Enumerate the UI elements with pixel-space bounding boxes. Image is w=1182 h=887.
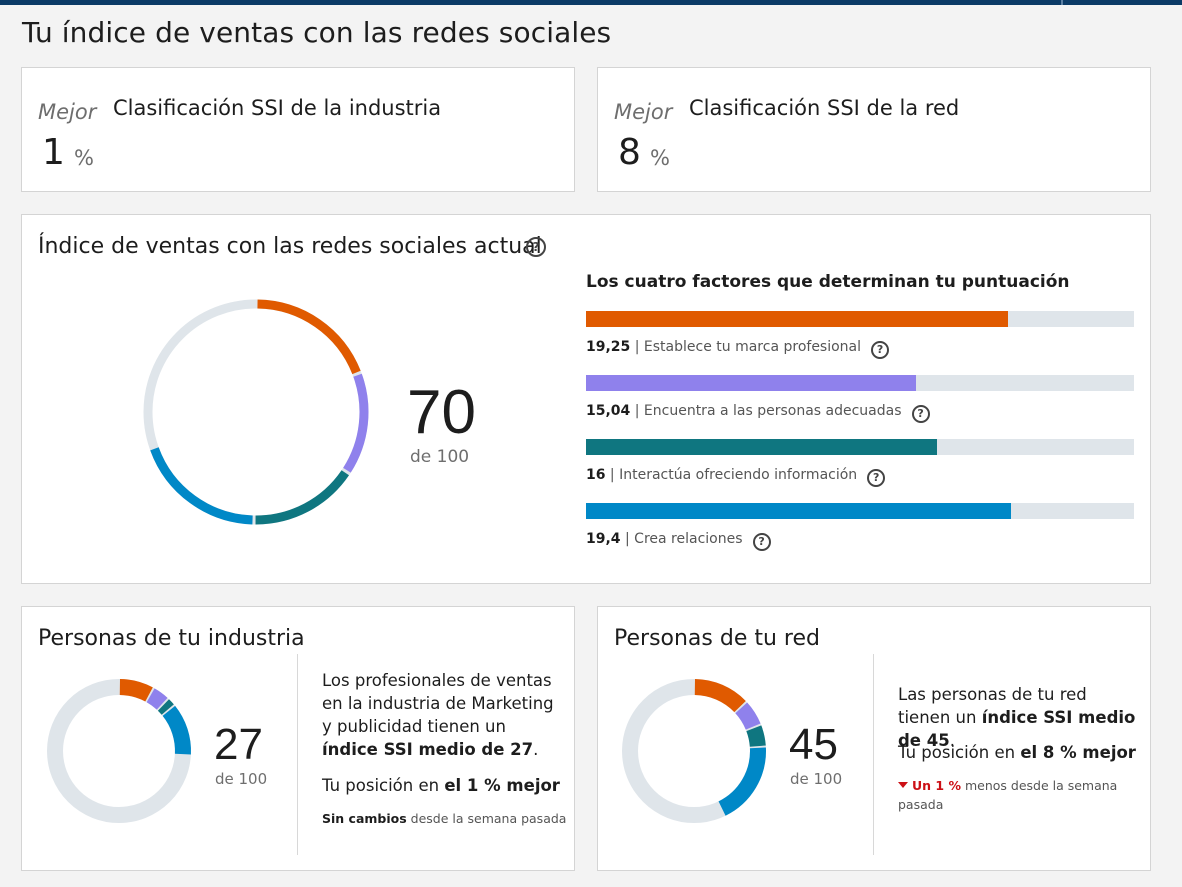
main-score-value: 70 <box>407 378 476 447</box>
network-peers-position: Tu posición en el 8 % mejor <box>898 741 1143 764</box>
network-change-rest: menos desde la semana pasada <box>898 778 1118 812</box>
factor-value-2: 15,04 <box>586 403 631 419</box>
page-title: Tu índice de ventas con las redes social… <box>22 16 612 49</box>
network-ring-segment-1 <box>694 679 746 713</box>
network-position-text-b: el 8 % mejor <box>1020 743 1136 762</box>
factor-bar-1 <box>586 311 1008 327</box>
industry-ring-segment-1 <box>119 679 153 702</box>
industry-peers-change: Sin cambios desde la semana pasada <box>322 809 567 828</box>
factor-separator: | <box>620 531 635 547</box>
industry-peers-score: 27 <box>214 720 263 769</box>
main-ring-segment-1 <box>257 299 361 375</box>
current-ssi-card <box>21 214 1151 584</box>
network-peers-out-of: de 100 <box>790 770 843 788</box>
factor-bar-track-3 <box>586 439 1134 455</box>
current-ssi-help-icon[interactable]: ? <box>526 237 546 257</box>
industry-peers-position: Tu posición en el 1 % mejor <box>322 774 562 797</box>
network-rank-mejor: Mejor <box>614 100 673 124</box>
main-score-ring <box>143 299 369 525</box>
factor-bar-track-2 <box>586 375 1134 391</box>
main-ring-segment-2 <box>343 373 369 473</box>
factor-help-icon-4[interactable]: ? <box>752 533 771 551</box>
network-ring-segment-2 <box>735 702 761 730</box>
network-peers-description: Las personas de tu red tienen un índice … <box>898 683 1143 752</box>
factors-title: Los cuatro factores que determinan tu pu… <box>586 272 1070 292</box>
industry-desc-text-c: . <box>533 740 539 759</box>
factor-value-3: 16 <box>586 467 606 483</box>
industry-position-text-b: el 1 % mejor <box>444 776 560 795</box>
network-desc-text-b: índice SSI medio de 45 <box>898 708 1136 750</box>
factor-bar-3 <box>586 439 937 455</box>
industry-peers-ring <box>47 679 191 823</box>
factor-label-1: 19,25 | Establece tu marca profesional? <box>586 339 890 359</box>
network-peers-change: Un 1 % menos desde la semana pasada <box>898 776 1143 814</box>
network-rank-card: Mejor Clasificación SSI de la red 8 % <box>597 67 1151 192</box>
industry-rank-card: Mejor Clasificación SSI de la industria … <box>21 67 575 192</box>
factor-help-icon-2[interactable]: ? <box>911 405 930 423</box>
factor-separator: | <box>630 403 644 419</box>
industry-position-text-a: Tu posición en <box>322 776 445 795</box>
industry-desc-text-b: índice SSI medio de 27 <box>322 740 534 759</box>
industry-rank-value: 1 <box>42 132 65 173</box>
industry-peers-out-of: de 100 <box>215 770 268 788</box>
industry-ring-segment-4 <box>162 705 191 755</box>
industry-peers-title: Personas de tu industria <box>38 626 305 651</box>
network-position-text-a: Tu posición en <box>898 743 1021 762</box>
factor-label-3: 16 | Interactúa ofreciendo información? <box>586 467 886 487</box>
network-ring-segment-4 <box>718 747 766 816</box>
main-ring-segment-3 <box>255 470 349 525</box>
factor-name-2: Encuentra a las personas adecuadas <box>643 403 902 419</box>
factor-name-4: Crea relaciones <box>634 531 743 547</box>
factor-separator: | <box>605 467 620 483</box>
factor-help-icon-3[interactable]: ? <box>867 469 886 487</box>
network-peers-score: 45 <box>789 720 838 769</box>
network-ring-segment-3 <box>746 725 766 747</box>
factor-separator: | <box>630 339 644 355</box>
network-rank-title: Clasificación SSI de la red <box>689 96 960 120</box>
factor-value-1: 19,25 <box>586 339 631 355</box>
factor-name-1: Establece tu marca profesional <box>643 339 862 355</box>
industry-desc-text-a: Los profesionales de ventas en la indust… <box>322 671 554 736</box>
network-desc-text-a: Las personas de tu red tienen un <box>898 685 1087 727</box>
network-rank-unit: % <box>650 146 670 170</box>
factor-label-2: 15,04 | Encuentra a las personas adecuad… <box>586 403 930 423</box>
main-ring-segment-4 <box>150 447 253 525</box>
network-peers-title: Personas de tu red <box>614 626 820 651</box>
top-nav-divider <box>1061 0 1063 5</box>
factor-bar-2 <box>586 375 916 391</box>
network-peers-ring <box>622 679 766 823</box>
main-score-out-of: de 100 <box>410 447 470 467</box>
factor-bar-track-4 <box>586 503 1134 519</box>
factor-label-4: 19,4 | Crea relaciones? <box>586 531 771 551</box>
network-rank-value: 8 <box>618 132 641 173</box>
industry-ring-segment-3 <box>157 699 174 715</box>
network-change-strong: Un 1 % <box>912 778 961 793</box>
network-desc-text-c: . <box>949 731 955 750</box>
industry-rank-title: Clasificación SSI de la industria <box>113 96 442 120</box>
industry-change-rest: desde la semana pasada <box>406 811 567 826</box>
factor-name-3: Interactúa ofreciendo información <box>619 467 858 483</box>
network-peers-card <box>597 606 1151 871</box>
network-peers-divider <box>873 654 874 855</box>
top-nav-bar <box>0 0 1182 5</box>
factor-bar-track-1 <box>586 311 1134 327</box>
industry-rank-unit: % <box>74 146 94 170</box>
industry-peers-description: Los profesionales de ventas en la indust… <box>322 669 562 761</box>
industry-rank-mejor: Mejor <box>38 100 97 124</box>
factor-value-4: 19,4 <box>586 531 621 547</box>
factor-bar-4 <box>586 503 1011 519</box>
industry-change-strong: Sin cambios <box>322 811 407 826</box>
industry-peers-card <box>21 606 575 871</box>
industry-ring-segment-2 <box>146 688 168 710</box>
industry-peers-divider <box>297 654 298 855</box>
down-arrow-icon <box>898 782 908 788</box>
factor-help-icon-1[interactable]: ? <box>871 341 890 359</box>
current-ssi-title: Índice de ventas con las redes sociales … <box>38 234 542 259</box>
